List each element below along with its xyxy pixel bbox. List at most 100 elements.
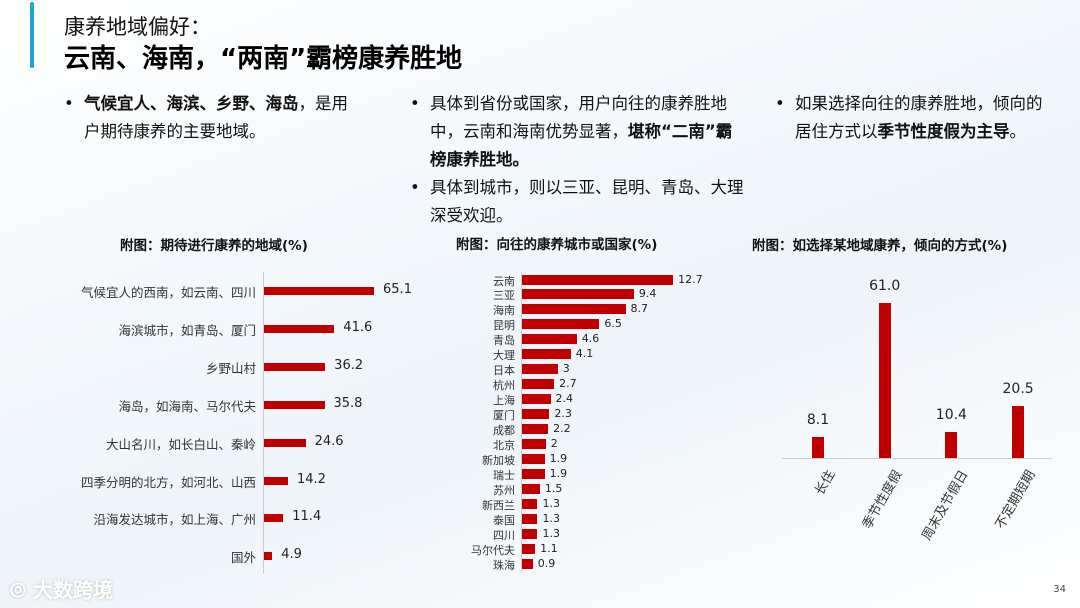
bar [264, 362, 326, 371]
bullet: 具体到省份或国家，用户向往的康养胜地中，云南和海南优势显著，堪称“二南”霸榜康养… [410, 90, 745, 174]
data-label: 11.4 [292, 509, 322, 525]
chart3-title: 附图：如选择某地域康养，倾向的方式(%) [752, 238, 1008, 254]
data-label: 1.5 [544, 481, 563, 495]
data-label: 6.5 [604, 317, 622, 331]
data-label: 61.0 [869, 278, 901, 295]
data-label: 2.3 [554, 407, 572, 421]
category-label: 厦门 [493, 409, 515, 423]
bar [522, 364, 558, 375]
data-label: 4.6 [581, 332, 600, 346]
bar [522, 543, 536, 554]
category-label: 大理 [493, 349, 515, 363]
bullet-text: 如果选择向往的康养胜地，倾向的居住方式以 [795, 94, 1043, 141]
bar [522, 468, 545, 479]
bar [522, 304, 626, 315]
bar [264, 400, 325, 409]
category-label: 昆明 [493, 319, 515, 333]
bar [522, 379, 555, 390]
category-label: 四川 [493, 528, 515, 542]
data-label: 24.6 [314, 433, 344, 449]
data-label: 1.3 [542, 526, 560, 540]
data-label: 10.4 [935, 406, 967, 423]
bar [1012, 405, 1025, 458]
page-number: 34 [1053, 584, 1066, 595]
bar [522, 528, 538, 539]
data-label: 1.3 [542, 511, 560, 525]
bar [522, 558, 533, 569]
category-label: 海滨城市，如青岛、厦门 [118, 322, 256, 338]
bullet-text: 。 [1009, 122, 1027, 141]
category-label: 青岛 [493, 334, 515, 348]
slide-subtitle: 康养地域偏好： [64, 15, 211, 39]
bar [522, 513, 538, 524]
bullet-text: ，是用户期待康养的主要地域。 [84, 94, 348, 141]
bullet-bold: 气候宜人、海滨、乡野、海岛 [84, 94, 299, 113]
bar [522, 498, 538, 509]
category-label: 国外 [230, 550, 256, 566]
bullets-col2: 具体到省份或国家，用户向往的康养胜地中，云南和海南优势显著，堪称“二南”霸榜康养… [410, 90, 745, 230]
bar [522, 438, 546, 449]
data-label: 1.3 [542, 496, 560, 510]
category-label: 上海 [493, 394, 515, 408]
bar [264, 287, 375, 295]
axis-line [521, 272, 522, 572]
bar [522, 453, 545, 464]
category-label: 四季分明的北方，如河北、山西 [80, 474, 256, 490]
data-label: 8.1 [806, 412, 830, 429]
data-label: 0.9 [537, 556, 556, 570]
title-accent-bar [30, 2, 34, 68]
data-label: 2.4 [555, 392, 574, 406]
bar [522, 349, 571, 360]
bullets-col1: 气候宜人、海滨、乡野、海岛，是用户期待康养的主要地域。 [64, 90, 364, 146]
bar [522, 334, 577, 345]
data-label: 14.2 [296, 471, 326, 487]
bar [522, 289, 634, 300]
bullet-bold: 堪称“二南”霸榜康养胜地。 [430, 122, 733, 169]
category-label: 海南 [493, 304, 515, 318]
category-label: 瑞士 [493, 468, 515, 482]
category-label: 杭州 [493, 379, 515, 393]
data-label: 12.7 [678, 272, 703, 286]
bar [264, 438, 306, 447]
data-label: 4.1 [575, 347, 594, 361]
bullet-text: 具体到省份或国家，用户向往的康养胜地中，云南和海南优势显著， [430, 94, 727, 141]
data-label: 36.2 [334, 357, 364, 373]
category-label: 北京 [493, 438, 515, 452]
data-label: 35.8 [333, 395, 363, 411]
category-label: 大山名川，如长白山、秦岭 [105, 436, 256, 452]
bullet-text: 具体到城市，则以三亚、昆明、青岛、大理深受欢迎。 [430, 178, 744, 225]
category-label: 三亚 [493, 289, 515, 303]
bar [522, 319, 600, 330]
bullet-bold: 季节性度假为主导 [877, 122, 1010, 141]
bullets-col3: 如果选择向往的康养胜地，倾向的居住方式以季节性度假为主导。 [775, 90, 1045, 146]
bar [264, 514, 284, 523]
category-label: 周末及节假日 [919, 468, 972, 544]
category-label: 云南 [493, 274, 515, 288]
bullet: 气候宜人、海滨、乡野、海岛，是用户期待康养的主要地域。 [64, 90, 364, 146]
category-label: 季节性度假 [859, 468, 906, 532]
category-label: 乡野山村 [205, 360, 256, 376]
data-label: 2.7 [559, 377, 577, 391]
logo-text: 大数跨境 [32, 578, 113, 602]
data-label: 3 [562, 362, 570, 376]
brand-logo: ⦾ 大数跨境 [10, 578, 113, 602]
slide-title: 云南、海南，“两南”霸榜康养胜地 [64, 44, 463, 74]
chart1-title: 附图：期待进行康养的地域(%) [120, 238, 308, 254]
axis-line [782, 458, 1052, 459]
category-label: 日本 [493, 364, 515, 378]
category-label: 海岛，如海南、马尔代夫 [118, 398, 256, 414]
data-label: 1.9 [549, 466, 568, 480]
data-label: 65.1 [383, 282, 412, 297]
bar [812, 437, 824, 458]
data-label: 20.5 [1002, 380, 1034, 397]
category-label: 新加坡 [482, 453, 515, 467]
data-label: 1.1 [540, 541, 558, 555]
chart2-title: 附图：向往的康养城市或国家(%) [456, 237, 658, 253]
data-label: 8.7 [630, 302, 649, 316]
bar [264, 552, 273, 561]
bar [522, 274, 674, 285]
data-label: 2 [550, 436, 558, 450]
bar [522, 394, 551, 405]
bullet: 如果选择向往的康养胜地，倾向的居住方式以季节性度假为主导。 [775, 90, 1045, 146]
bar [945, 431, 958, 458]
